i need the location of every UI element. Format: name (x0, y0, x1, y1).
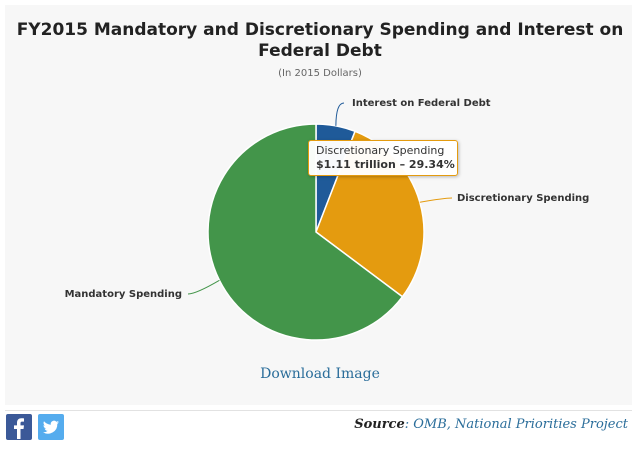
twitter-icon (43, 420, 59, 434)
download-image-link[interactable]: Download Image (260, 366, 380, 382)
slice-label-mandatory-spending: Mandatory Spending (65, 289, 182, 300)
chart-title: FY2015 Mandatory and Discretionary Spend… (0, 20, 640, 62)
slice-label-discretionary-spending: Discretionary Spending (457, 193, 589, 204)
tooltip-title: Discretionary Spending (316, 144, 445, 157)
source-credit: Source: OMB, National Priorities Project (354, 417, 628, 432)
chart-title-line-1: FY2015 Mandatory and Discretionary Spend… (16, 20, 624, 40)
slice-label-interest-on-federal-debt: Interest on Federal Debt (352, 98, 491, 109)
chart-subtitle: (In 2015 Dollars) (278, 68, 362, 79)
connector-mandatory-spending (187, 279, 220, 295)
pie-chart: Interest on Federal Debt Discretionary Sp… (65, 98, 589, 341)
source-link[interactable]: OMB, National Priorities Project (413, 417, 628, 432)
pie-slice-mandatory-spending[interactable] (207, 123, 404, 341)
connector-interest-on-federal-debt (335, 102, 345, 126)
source-label: Source (354, 417, 405, 432)
footer-divider (5, 410, 632, 411)
chart-title-line-2: Federal Debt (258, 41, 382, 61)
facebook-icon (14, 418, 24, 439)
twitter-share-button[interactable] (38, 414, 64, 440)
chart-tooltip: Discretionary Spending $1.11 trillion – … (308, 140, 458, 176)
connector-discretionary-spending (419, 197, 453, 203)
facebook-share-button[interactable] (6, 414, 32, 440)
tooltip-value: $1.11 trillion – 29.34% (316, 158, 455, 171)
